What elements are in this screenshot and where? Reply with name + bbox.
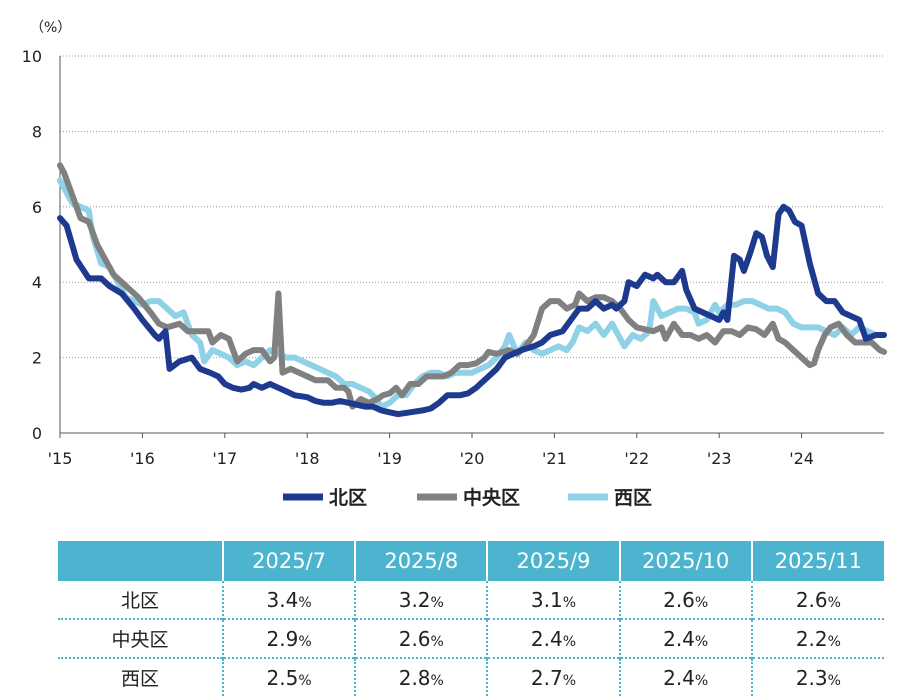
legend-label: 北区 (329, 487, 367, 509)
table-cell: 2.3% (750, 657, 884, 696)
cell-value: 2.3 (795, 665, 828, 690)
percent-sign: % (694, 594, 709, 611)
legend-label: 中央区 (463, 486, 520, 509)
x-tick-label: '15 (48, 449, 73, 468)
x-tick-label: '22 (624, 449, 649, 468)
y-tick-label: 0 (32, 424, 42, 443)
x-tick-label: '20 (460, 449, 485, 468)
table-cell: 2.8% (354, 657, 488, 696)
legend-label: 西区 (614, 487, 652, 509)
table-row: 北区 3.4% 3.2% 3.1% 2.6% 2.6% (58, 581, 884, 619)
cell-value: 2.6 (398, 626, 431, 651)
percent-sign: % (827, 594, 841, 611)
cell-value: 2.6 (663, 587, 695, 612)
percent-sign: % (562, 633, 577, 650)
table-cell: 2.6% (354, 618, 488, 658)
percent-sign: % (298, 633, 312, 650)
y-tick-label: 10 (22, 47, 42, 66)
percent-sign: % (694, 633, 709, 650)
x-tick-label: '19 (377, 449, 402, 468)
cell-value: 2.6 (795, 587, 828, 612)
row-label: 北区 (58, 581, 223, 619)
x-tick-label: '17 (212, 449, 237, 468)
y-axis-unit-label: （%） (30, 20, 71, 36)
cell-value: 2.4 (530, 626, 563, 651)
x-tick-label: '18 (295, 449, 320, 468)
row-label: 中央区 (58, 618, 223, 658)
series-lines (57, 162, 887, 418)
cell-value: 3.4 (266, 587, 299, 612)
cell-value: 2.2 (795, 626, 828, 651)
table-cell: 2.5% (221, 657, 356, 696)
series-line (57, 162, 887, 410)
cell-value: 2.8 (398, 665, 431, 690)
table-header-cell: 2025/11 (750, 541, 884, 581)
y-tick-label: 8 (32, 122, 42, 141)
percent-sign: % (298, 672, 312, 689)
cell-value: 3.1 (530, 587, 563, 612)
table-header-cell: 2025/8 (354, 541, 488, 581)
cell-value: 2.4 (663, 665, 695, 690)
legend: 北区 中央区 西区 (283, 486, 652, 509)
table-cell: 2.4% (486, 618, 620, 658)
table-cell: 3.4% (221, 581, 356, 619)
table-header-cell: 2025/7 (221, 541, 356, 581)
table-cell: 2.6% (750, 581, 884, 619)
cell-value: 3.2 (398, 587, 431, 612)
y-tick-label: 4 (32, 273, 42, 292)
table-cell: 2.6% (618, 581, 752, 619)
table-cell: 2.4% (618, 618, 752, 658)
table-header-cell: 2025/10 (618, 541, 752, 581)
percent-sign: % (562, 594, 577, 611)
series-line (57, 203, 887, 418)
axes: 0 2 4 6 8 10 '15 '16 '17 '18 '19 '20 '21 '22 '23 '24 (22, 47, 884, 468)
table-header-row: 2025/7 2025/8 2025/9 2025/10 2025/11 (58, 541, 884, 581)
percent-sign: % (298, 594, 312, 611)
percent-sign: % (430, 633, 444, 650)
y-tick-label: 2 (32, 349, 42, 368)
vacancy-rate-line-chart: （%） 0 2 4 6 8 10 '15 '16 '17 '18 '19 '20 '21 '22 '23 '2… (22, 20, 887, 509)
cell-value: 2.7 (530, 665, 563, 690)
percent-sign: % (562, 672, 577, 689)
table-row: 西区 2.5% 2.8% 2.7% 2.4% 2.3% (58, 657, 884, 696)
x-tick-label: '16 (130, 449, 155, 468)
x-tick-label: '21 (542, 449, 567, 468)
cell-value: 2.9 (266, 626, 299, 651)
table-cell: 3.2% (354, 581, 488, 619)
cell-value: 2.5 (266, 665, 299, 690)
cell-value: 2.4 (663, 626, 695, 651)
x-tick-label: '23 (707, 449, 732, 468)
table-cell: 2.7% (486, 657, 620, 696)
row-label: 西区 (58, 657, 223, 696)
table-cell: 2.2% (750, 618, 884, 658)
table-cell: 3.1% (486, 581, 620, 619)
table-row: 中央区 2.9% 2.6% 2.4% 2.4% 2.2% (58, 618, 884, 658)
y-tick-label: 6 (32, 198, 42, 217)
vacancy-rate-table: 2025/7 2025/8 2025/9 2025/10 2025/11 北区 … (58, 541, 884, 696)
percent-sign: % (430, 594, 444, 611)
table-header-cell: 2025/9 (486, 541, 620, 581)
percent-sign: % (827, 672, 841, 689)
table-cell: 2.9% (221, 618, 356, 658)
x-tick-label: '24 (789, 449, 814, 468)
table-header-cell (58, 541, 223, 581)
table-cell: 2.4% (618, 657, 752, 696)
gridlines (60, 55, 884, 359)
percent-sign: % (430, 672, 444, 689)
percent-sign: % (827, 633, 841, 650)
percent-sign: % (694, 672, 709, 689)
series-line (57, 177, 887, 410)
